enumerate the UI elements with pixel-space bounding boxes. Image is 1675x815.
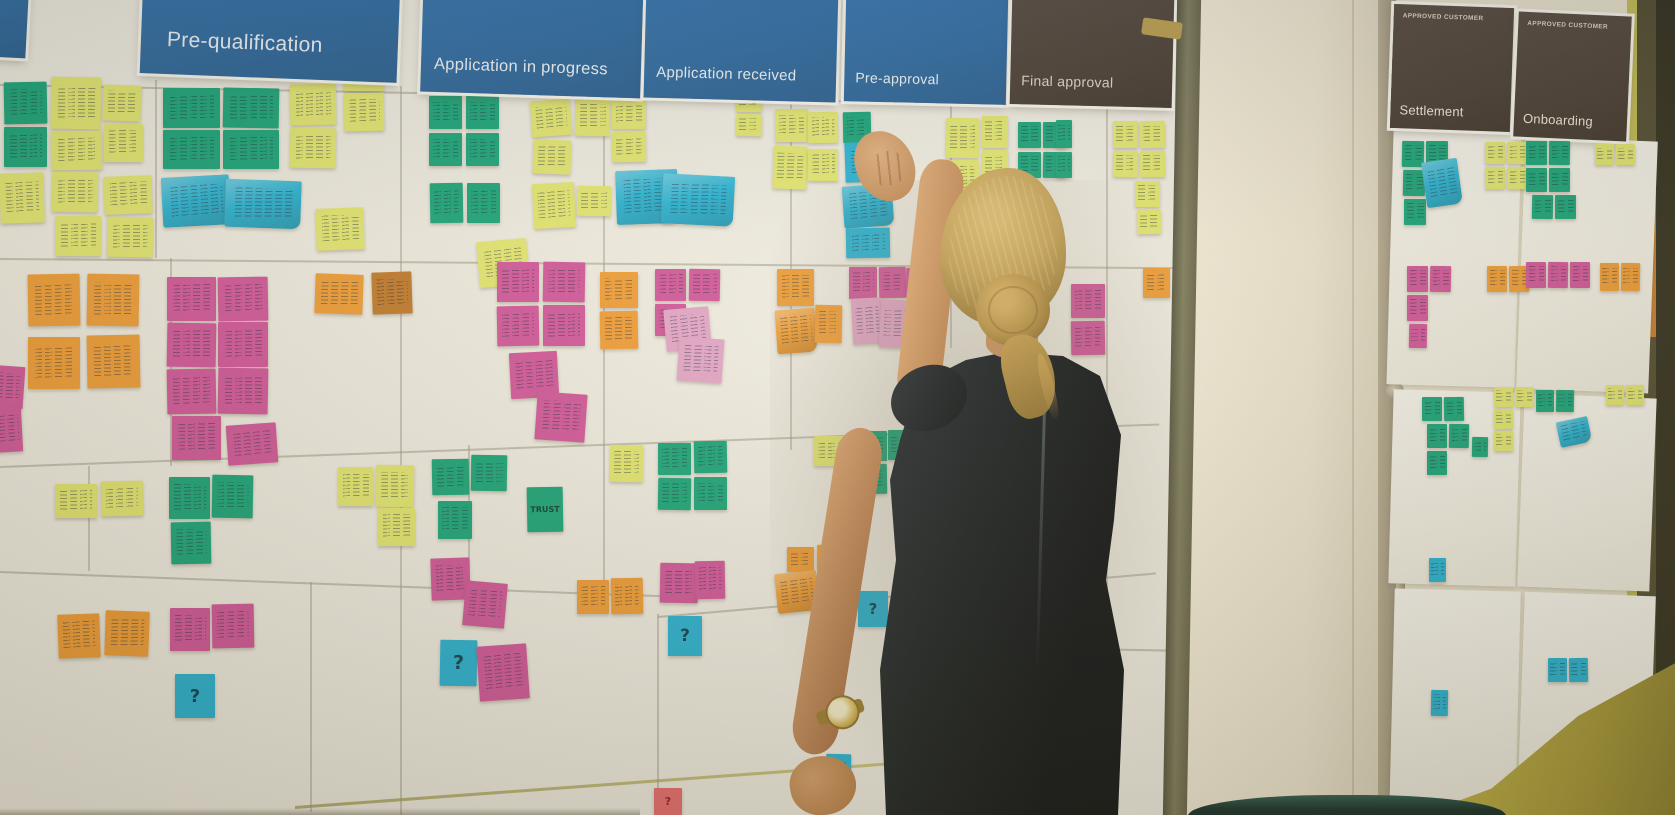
sticky-note (849, 267, 877, 299)
person-hair-bun (976, 274, 1050, 346)
sticky-note (577, 580, 609, 614)
sticky-note (1143, 268, 1170, 298)
sticky-note (787, 547, 814, 572)
sticky-note (467, 183, 500, 223)
sticky-note (1429, 558, 1446, 582)
sticky-note-question: ? (654, 788, 682, 815)
sticky-note (338, 467, 373, 506)
sticky-note (600, 272, 638, 308)
sticky-note (1071, 284, 1105, 318)
sticky-note (1140, 151, 1165, 177)
sticky-note (1515, 387, 1534, 407)
sheet-seam (310, 582, 312, 812)
sticky-note (775, 109, 808, 142)
sheet-seam (155, 80, 157, 258)
sticky-note (429, 133, 462, 166)
sheet-seam (88, 466, 90, 571)
sticky-note (777, 269, 814, 306)
sticky-note (167, 277, 216, 321)
sticky-note (694, 477, 727, 510)
door-frame-right (1656, 0, 1675, 695)
sticky-note (1427, 424, 1447, 448)
sticky-note (655, 269, 686, 301)
sticky-note (104, 124, 143, 162)
sticky-note (170, 608, 210, 651)
sticky-note (218, 322, 268, 367)
sticky-note (1526, 141, 1547, 165)
table-edge (0, 808, 640, 815)
sticky-note-question: ? (668, 616, 702, 656)
sticky-note (1600, 263, 1619, 291)
sticky-note (1494, 387, 1513, 407)
chair-back (1188, 795, 1506, 815)
sticky-note (378, 508, 415, 546)
sticky-note (1422, 397, 1442, 421)
sticky-note (163, 88, 220, 128)
sticky-note (1526, 168, 1547, 192)
sticky-note (223, 130, 279, 169)
sticky-note (1487, 266, 1507, 292)
sticky-note (1570, 262, 1590, 288)
sticky-note (1595, 144, 1614, 165)
sticky-note (466, 96, 499, 129)
sticky-note (1018, 122, 1041, 148)
sticky-note (1056, 152, 1072, 178)
sticky-note-question: ? (175, 674, 215, 718)
sticky-note (172, 416, 221, 460)
sticky-note (28, 337, 80, 389)
sticky-note (1056, 120, 1072, 148)
sticky-note (1113, 121, 1138, 148)
sticky-note (429, 96, 462, 129)
sticky-note-question: ? (858, 591, 888, 627)
sticky-note (1555, 195, 1576, 219)
pillar-joint (1352, 0, 1354, 815)
sticky-note (1135, 181, 1160, 207)
sticky-note (1407, 295, 1428, 321)
sticky-note (163, 130, 220, 169)
sticky-note (1494, 431, 1513, 451)
sheet-seam (400, 86, 402, 815)
sticky-note (1606, 385, 1624, 405)
sticky-note (543, 305, 585, 346)
sticky-note (1407, 266, 1428, 292)
sticky-note (466, 133, 499, 166)
sheet-seam (657, 614, 659, 814)
sticky-note (658, 443, 691, 475)
sticky-note (612, 99, 646, 129)
sticky-note (169, 477, 210, 519)
sticky-note (808, 149, 838, 181)
sticky-note (1536, 390, 1554, 412)
sticky-note (1507, 167, 1527, 189)
sticky-note (1526, 262, 1546, 288)
sticky-note (1485, 167, 1505, 189)
sticky-note (1427, 451, 1447, 475)
sticky-note (4, 127, 47, 167)
sticky-note (55, 484, 97, 518)
sticky-note (982, 116, 1008, 148)
sticky-note (1404, 199, 1426, 225)
sticky-note (1485, 142, 1505, 164)
sticky-note (438, 501, 472, 539)
sticky-note (1549, 168, 1570, 192)
sticky-note (55, 216, 101, 256)
sticky-note (1548, 658, 1567, 682)
sticky-note (497, 262, 539, 302)
